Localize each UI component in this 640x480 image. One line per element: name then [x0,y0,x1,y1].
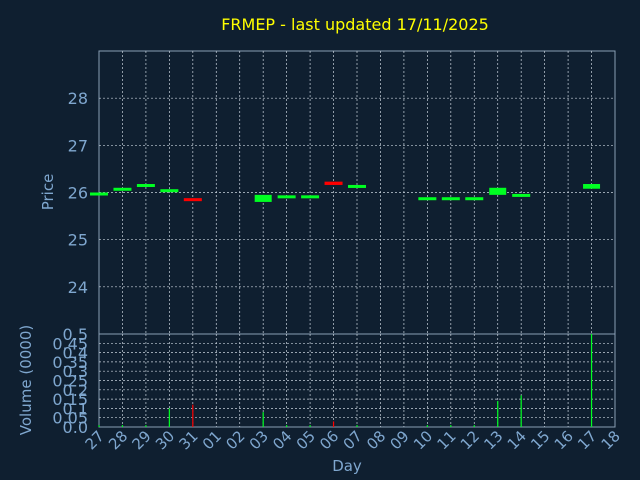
x-axis-label: Day [332,457,362,475]
price-y-tick-label: 25 [68,231,88,250]
volume-y-tick-label: 0.1 [63,399,88,418]
volume-y-tick-labels: 0.00.050.10.150.20.250.30.350.40.450.5 [52,325,88,437]
price-candle [324,181,343,185]
volume-y-tick-label: 0.45 [52,334,88,353]
volume-bar [262,412,264,427]
x-tick-label: 28 [105,427,131,453]
volume-y-axis-label: Volume (0000) [17,325,35,435]
x-tick-label: 12 [457,427,483,453]
price-candle [348,184,366,188]
x-tick-label: 31 [175,427,201,453]
x-tick-label: 07 [340,427,366,453]
price-candle [465,197,484,201]
x-tick-label: 11 [433,427,459,453]
x-tick-label: 30 [152,427,178,453]
volume-y-tick-label: 0.15 [52,390,88,409]
x-tick-label: 10 [410,427,436,453]
volume-bar [332,421,335,427]
price-y-tick-label: 26 [68,184,88,203]
x-tick-label: 17 [574,427,600,453]
price-candle [136,184,155,188]
price-y-tick-label: 27 [68,136,88,155]
x-tick-labels: 2728293031010203040506070809101112131415… [82,427,624,453]
price-candle [254,194,272,202]
price-candle [90,192,108,196]
volume-y-tick-label: 0.3 [63,362,88,381]
volume-bar [473,425,475,427]
x-tick-label: 16 [551,427,577,453]
x-tick-label: 08 [363,427,389,453]
volume-y-tick-label: 0.35 [52,353,88,372]
x-tick-label: 01 [199,427,225,453]
volume-y-tick-label: 0.2 [63,381,88,400]
volume-bar [309,425,311,427]
price-y-axis-label: Price [39,174,57,211]
volume-bar [426,425,428,427]
chart-title: FRMEP - last updated 17/11/2025 [221,15,489,34]
volume-bar [98,425,100,427]
x-tick-label: 13 [480,427,506,453]
x-tick-label: 09 [387,427,413,453]
volume-y-tick-label: 0.05 [52,409,88,428]
x-tick-label: 06 [316,427,342,453]
volume-bar [450,425,452,427]
volume-bar [590,334,593,427]
volume-bar [168,408,170,427]
volume-bar [192,404,194,427]
x-tick-label: 18 [598,427,624,453]
price-candle [113,187,132,191]
volume-y-tick-label: 0.25 [52,372,88,391]
price-candles [90,181,601,202]
price-candle [489,187,507,195]
price-candle [277,195,296,199]
price-candle [512,193,531,197]
price-candle [160,189,179,193]
x-tick-label: 02 [222,427,248,453]
price-grid [99,51,615,334]
price-y-tick-label: 24 [68,278,88,297]
x-tick-label: 03 [246,427,272,453]
volume-bar [145,425,147,427]
price-candle [183,198,202,202]
volume-y-tick-label: 0.5 [63,325,88,344]
volume-bar [520,395,522,427]
volume-bar [286,425,288,427]
price-candle [418,197,437,201]
price-candle [301,195,320,199]
x-tick-label: 14 [504,427,530,453]
price-candle [583,184,601,189]
volume-bar [497,400,499,427]
price-panel: 24 25 26 27 28 Price [39,50,616,335]
x-tick-label: 05 [293,427,319,453]
volume-grid [99,334,615,427]
volume-bar [121,425,124,427]
price-y-tick-labels: 24 25 26 27 28 [68,89,88,297]
x-tick-label: 04 [269,427,295,453]
volume-bars [98,334,593,427]
price-y-tick-label: 28 [68,89,88,108]
volume-panel: 0.00.050.10.150.20.250.30.350.40.450.5 V… [17,325,616,437]
x-tick-label: 29 [129,427,155,453]
volume-y-tick-label: 0.0 [63,418,88,437]
x-tick-label: 15 [527,427,553,453]
volume-y-tick-label: 0.4 [63,344,88,363]
price-candle [441,197,460,201]
volume-bar [356,425,358,427]
